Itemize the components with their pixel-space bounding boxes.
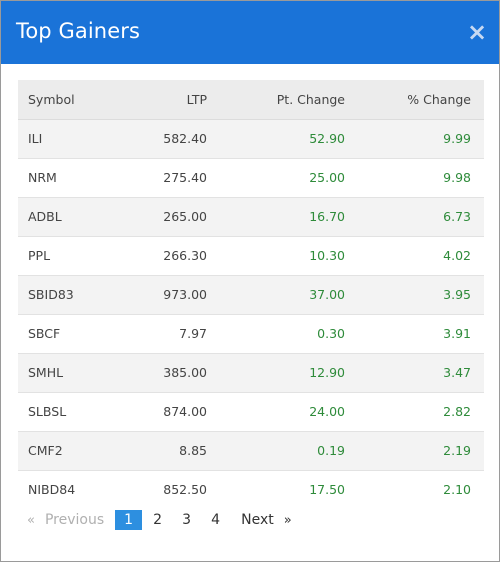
cell-pct-change: 6.73	[358, 196, 484, 236]
page-2-button[interactable]: 2	[153, 512, 163, 528]
cell-pt-change: 25.00	[220, 157, 358, 197]
next-page-button[interactable]: Next »	[241, 510, 292, 530]
table-row[interactable]: SBCF 7.97 0.30 3.91	[18, 313, 484, 353]
table-header-row: Symbol LTP Pt. Change % Change	[18, 80, 484, 120]
header-symbol[interactable]: Symbol	[18, 80, 115, 120]
table-row[interactable]: CMF2 8.85 0.19 2.19	[18, 430, 484, 470]
cell-ltp: 265.00	[115, 196, 220, 236]
cell-pct-change: 9.98	[358, 157, 484, 197]
cell-pct-change: 2.82	[358, 391, 484, 431]
cell-pct-change: 3.91	[358, 313, 484, 353]
modal-title: Top Gainers	[16, 19, 140, 43]
cell-symbol[interactable]: NIBD84	[18, 469, 115, 509]
cell-pct-change: 4.02	[358, 235, 484, 275]
close-icon[interactable]: ×	[467, 18, 488, 46]
cell-pt-change: 37.00	[220, 274, 358, 314]
table-row[interactable]: SLBSL 874.00 24.00 2.82	[18, 391, 484, 431]
header-ltp[interactable]: LTP	[115, 80, 220, 120]
table-row[interactable]: ILI 582.40 52.90 9.99	[18, 118, 484, 158]
gainers-table-wrapper: Symbol LTP Pt. Change % Change ILI 582.40…	[18, 80, 484, 509]
cell-symbol[interactable]: SBCF	[18, 313, 115, 353]
table-row[interactable]: NRM 275.40 25.00 9.98	[18, 157, 484, 197]
cell-symbol[interactable]: CMF2	[18, 430, 115, 470]
table-row[interactable]: PPL 266.30 10.30 4.02	[18, 235, 484, 275]
table-row[interactable]: NIBD84 852.50 17.50 2.10	[18, 469, 484, 509]
cell-pt-change: 24.00	[220, 391, 358, 431]
cell-pct-change: 3.47	[358, 352, 484, 392]
cell-ltp: 8.85	[115, 430, 220, 470]
page-1-button[interactable]: 1	[115, 510, 143, 530]
table-body: ILI 582.40 52.90 9.99 NRM 275.40 25.00 9.98 ADBL…	[18, 118, 484, 509]
cell-symbol[interactable]: ILI	[18, 118, 115, 158]
cell-ltp: 852.50	[115, 469, 220, 509]
header-pt-change[interactable]: Pt. Change	[220, 80, 358, 120]
cell-pt-change: 17.50	[220, 469, 358, 509]
modal-header: Top Gainers ×	[1, 1, 499, 64]
cell-pct-change: 9.99	[358, 118, 484, 158]
cell-symbol[interactable]: ADBL	[18, 196, 115, 236]
cell-symbol[interactable]: NRM	[18, 157, 115, 197]
cell-symbol[interactable]: SBID83	[18, 274, 115, 314]
table-row[interactable]: SMHL 385.00 12.90 3.47	[18, 352, 484, 392]
cell-pt-change: 0.30	[220, 313, 358, 353]
next-label: Next	[241, 512, 274, 528]
gainers-table: Symbol LTP Pt. Change % Change ILI 582.40…	[18, 80, 484, 509]
cell-ltp: 275.40	[115, 157, 220, 197]
cell-ltp: 582.40	[115, 118, 220, 158]
previous-page-button[interactable]: « Previous	[27, 510, 104, 530]
next-arrow-icon: »	[283, 513, 292, 528]
cell-pt-change: 0.19	[220, 430, 358, 470]
header-pct-change[interactable]: % Change	[358, 80, 484, 120]
cell-pct-change: 2.10	[358, 469, 484, 509]
cell-pct-change: 3.95	[358, 274, 484, 314]
table-row[interactable]: SBID83 973.00 37.00 3.95	[18, 274, 484, 314]
cell-pt-change: 12.90	[220, 352, 358, 392]
cell-ltp: 973.00	[115, 274, 220, 314]
cell-pt-change: 52.90	[220, 118, 358, 158]
cell-pt-change: 10.30	[220, 235, 358, 275]
previous-label: Previous	[44, 512, 105, 528]
cell-symbol[interactable]: SMHL	[18, 352, 115, 392]
cell-pt-change: 16.70	[220, 196, 358, 236]
cell-symbol[interactable]: PPL	[18, 235, 115, 275]
cell-symbol[interactable]: SLBSL	[18, 391, 115, 431]
cell-pct-change: 2.19	[358, 430, 484, 470]
cell-ltp: 385.00	[115, 352, 220, 392]
page-3-button[interactable]: 3	[182, 512, 192, 528]
page-4-button[interactable]: 4	[211, 512, 221, 528]
table-row[interactable]: ADBL 265.00 16.70 6.73	[18, 196, 484, 236]
prev-arrow-icon: «	[27, 513, 35, 528]
cell-ltp: 7.97	[115, 313, 220, 353]
cell-ltp: 874.00	[115, 391, 220, 431]
cell-ltp: 266.30	[115, 235, 220, 275]
